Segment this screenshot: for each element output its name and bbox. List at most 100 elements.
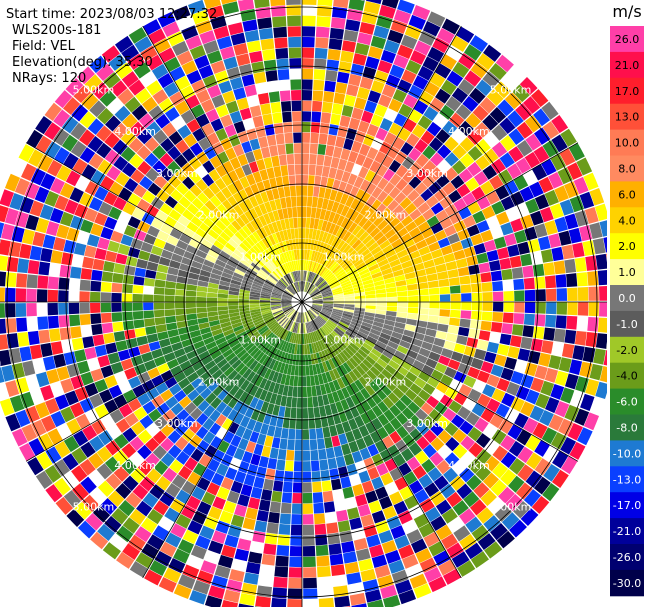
velocity-gate xyxy=(378,530,394,544)
colorbar-swatch xyxy=(610,26,644,53)
velocity-gate xyxy=(232,272,244,280)
velocity-gate xyxy=(342,362,352,373)
velocity-gate xyxy=(262,250,271,261)
velocity-gate xyxy=(181,25,199,41)
velocity-gate xyxy=(208,169,221,182)
velocity-gate xyxy=(392,269,405,277)
velocity-gate xyxy=(405,371,418,383)
velocity-gate xyxy=(174,100,190,115)
velocity-gate xyxy=(176,15,195,31)
velocity-gate xyxy=(567,302,578,316)
velocity-gate xyxy=(150,196,165,210)
velocity-gate xyxy=(115,62,133,80)
velocity-gate xyxy=(493,236,507,249)
velocity-gate xyxy=(174,295,186,302)
velocity-gate xyxy=(71,465,88,483)
velocity-gate xyxy=(108,384,123,399)
velocity-gate xyxy=(94,378,108,393)
velocity-gate xyxy=(490,522,508,541)
velocity-gate xyxy=(344,296,355,300)
velocity-gate xyxy=(147,367,161,379)
velocity-gate xyxy=(137,392,151,406)
velocity-gate xyxy=(219,280,231,287)
velocity-gate xyxy=(373,317,385,324)
azimuth-spoke xyxy=(25,301,303,462)
velocity-gate xyxy=(277,209,284,220)
velocity-gate xyxy=(558,357,572,373)
velocity-gate xyxy=(382,195,394,207)
velocity-gate xyxy=(330,478,342,491)
velocity-gate xyxy=(70,375,84,390)
velocity-gate xyxy=(287,273,294,284)
velocity-gate xyxy=(426,395,440,409)
velocity-gate xyxy=(374,313,386,320)
velocity-gate xyxy=(183,366,196,377)
velocity-gate xyxy=(272,309,283,315)
velocity-gate xyxy=(246,370,256,382)
velocity-gate xyxy=(340,280,352,287)
velocity-gate xyxy=(285,353,291,364)
velocity-gate xyxy=(434,362,448,374)
velocity-gate xyxy=(542,483,560,502)
velocity-gate xyxy=(470,233,484,246)
velocity-gate xyxy=(381,155,394,169)
velocity-gate xyxy=(530,338,543,352)
velocity-gate xyxy=(216,486,230,500)
velocity-gate xyxy=(318,448,327,460)
velocity-gate xyxy=(131,421,146,436)
velocity-gate xyxy=(117,88,135,105)
velocity-gate xyxy=(281,304,292,309)
velocity-gate xyxy=(228,308,240,314)
velocity-gate xyxy=(314,417,322,429)
velocity-gate xyxy=(50,381,65,397)
velocity-gate xyxy=(570,390,585,408)
velocity-gate xyxy=(289,545,302,557)
velocity-gate xyxy=(406,313,418,320)
velocity-gate xyxy=(238,334,249,343)
velocity-gate xyxy=(439,394,454,408)
velocity-gate xyxy=(47,315,60,329)
velocity-gate xyxy=(309,309,317,318)
velocity-gate xyxy=(160,370,174,382)
velocity-gate xyxy=(80,219,94,234)
velocity-gate xyxy=(449,211,463,225)
velocity-gate xyxy=(215,259,227,268)
velocity-gate xyxy=(467,161,482,177)
velocity-gate xyxy=(511,324,524,336)
velocity-gate xyxy=(520,253,533,267)
velocity-gate xyxy=(320,287,331,294)
velocity-gate xyxy=(407,189,420,203)
velocity-gate xyxy=(122,283,133,294)
velocity-gate xyxy=(267,370,276,381)
velocity-gate xyxy=(321,198,329,210)
velocity-gate xyxy=(371,324,383,332)
velocity-gate xyxy=(114,371,128,384)
colorbar-tick-label: -4.0 xyxy=(616,370,637,383)
velocity-gate xyxy=(345,207,355,220)
velocity-gate xyxy=(162,409,176,423)
velocity-gate xyxy=(137,160,152,176)
velocity-gate xyxy=(215,164,228,178)
velocity-gate xyxy=(476,370,490,384)
velocity-gate xyxy=(353,336,364,346)
velocity-gate xyxy=(111,312,123,322)
velocity-gate xyxy=(560,455,578,475)
velocity-gate xyxy=(40,385,55,401)
velocity-gate xyxy=(323,244,331,255)
velocity-gate xyxy=(272,324,281,334)
velocity-gate xyxy=(293,343,298,355)
velocity-gate xyxy=(280,340,287,352)
velocity-gate xyxy=(64,199,79,215)
velocity-gate xyxy=(468,264,480,275)
velocity-gate xyxy=(241,318,253,325)
velocity-gate xyxy=(54,394,70,410)
velocity-gate xyxy=(280,100,292,112)
velocity-gate xyxy=(204,595,223,607)
velocity-gate xyxy=(132,311,144,320)
velocity-gate xyxy=(286,262,293,273)
velocity-gate xyxy=(125,492,142,509)
velocity-gate xyxy=(309,272,315,283)
velocity-gate xyxy=(257,325,268,333)
velocity-gate xyxy=(46,159,63,177)
velocity-gate xyxy=(509,255,522,268)
